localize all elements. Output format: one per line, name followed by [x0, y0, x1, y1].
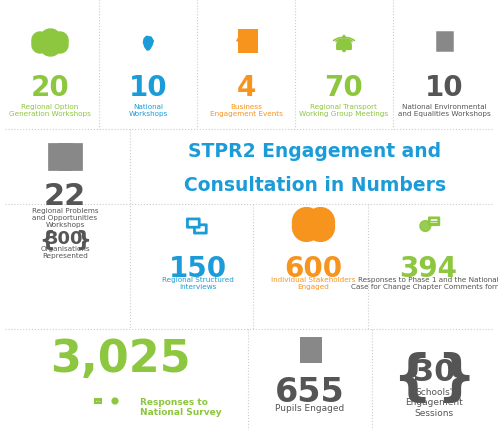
Text: Regional Structured
Interviews: Regional Structured Interviews	[162, 276, 234, 289]
Circle shape	[309, 343, 313, 348]
Polygon shape	[143, 37, 153, 51]
Circle shape	[303, 215, 309, 221]
Text: 4: 4	[237, 74, 255, 102]
Text: 20: 20	[30, 74, 69, 102]
Text: Schools'
Engagement
Sessions: Schools' Engagement Sessions	[405, 387, 463, 417]
Text: Individual Stakeholders
Engaged: Individual Stakeholders Engaged	[271, 276, 355, 289]
Text: Regional Problems
and Opportunities
Workshops: Regional Problems and Opportunities Work…	[32, 208, 98, 227]
Text: Responses to
National Survey: Responses to National Survey	[140, 397, 222, 416]
Text: 655: 655	[275, 375, 345, 408]
Circle shape	[317, 215, 323, 221]
Circle shape	[47, 35, 52, 40]
Circle shape	[246, 36, 250, 40]
Text: 150: 150	[169, 255, 227, 283]
Text: 3,025: 3,025	[50, 337, 190, 380]
Text: Consultation in Numbers: Consultation in Numbers	[184, 175, 446, 194]
Circle shape	[38, 37, 42, 41]
FancyBboxPatch shape	[95, 399, 101, 403]
Text: STPR2 Engagement and: STPR2 Engagement and	[188, 141, 442, 161]
Text: National
Workshops: National Workshops	[128, 104, 168, 117]
Circle shape	[343, 50, 345, 52]
FancyBboxPatch shape	[239, 36, 245, 43]
Text: Business
Engagement Events: Business Engagement Events	[210, 104, 282, 117]
Polygon shape	[337, 40, 351, 50]
Text: {: {	[392, 351, 432, 405]
Circle shape	[51, 37, 55, 41]
Circle shape	[443, 37, 447, 40]
Text: Organisations
Represented: Organisations Represented	[40, 246, 90, 258]
Text: 394: 394	[399, 255, 457, 283]
FancyBboxPatch shape	[429, 218, 439, 225]
Text: 300: 300	[46, 230, 84, 247]
Circle shape	[58, 150, 62, 155]
FancyBboxPatch shape	[438, 38, 444, 43]
Circle shape	[343, 37, 345, 38]
Text: Responses to Phase 1 and the National
Case for Change Chapter Comments forms: Responses to Phase 1 and the National Ca…	[351, 276, 498, 289]
FancyBboxPatch shape	[194, 225, 206, 233]
Circle shape	[45, 37, 49, 41]
FancyBboxPatch shape	[307, 339, 314, 344]
Text: Pupils Engaged: Pupils Engaged	[275, 403, 345, 412]
Circle shape	[68, 150, 72, 155]
Text: 70: 70	[325, 74, 364, 102]
Text: 10: 10	[128, 74, 167, 102]
Text: 600: 600	[284, 255, 342, 283]
Text: }: }	[436, 351, 476, 405]
Text: 22: 22	[44, 181, 86, 211]
Text: Regional Transport
Working Group Meetings: Regional Transport Working Group Meeting…	[299, 104, 388, 117]
Text: National Environmental
and Equalities Workshops: National Environmental and Equalities Wo…	[397, 104, 491, 117]
Circle shape	[449, 41, 452, 43]
Text: {: {	[39, 230, 55, 249]
Text: 30: 30	[413, 357, 455, 386]
FancyBboxPatch shape	[187, 219, 199, 228]
Circle shape	[420, 221, 431, 232]
Text: 10: 10	[425, 74, 463, 102]
Circle shape	[58, 37, 62, 41]
Text: }: }	[75, 230, 91, 249]
Text: Regional Option
Generation Workshops: Regional Option Generation Workshops	[9, 104, 91, 117]
Circle shape	[446, 41, 449, 43]
